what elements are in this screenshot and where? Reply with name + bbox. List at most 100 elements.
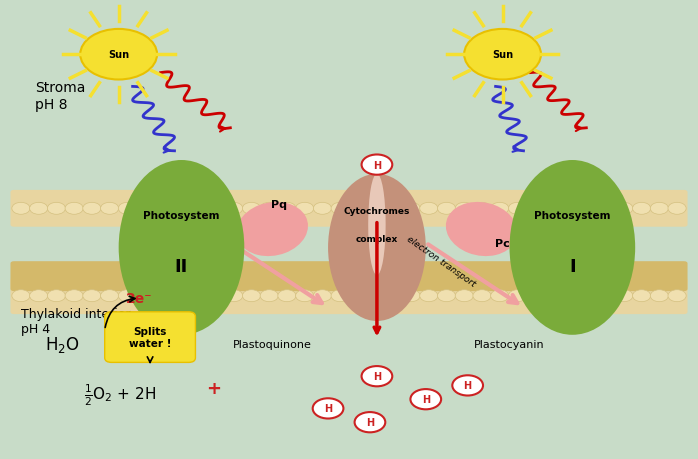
Circle shape [473,203,491,215]
Circle shape [189,203,207,215]
Circle shape [29,203,47,215]
Text: I: I [569,257,576,275]
Circle shape [438,290,456,302]
Circle shape [189,290,207,302]
Circle shape [313,398,343,419]
Circle shape [491,203,509,215]
Circle shape [508,203,526,215]
Circle shape [632,203,651,215]
Text: Photosystem: Photosystem [143,211,220,221]
Circle shape [65,203,83,215]
FancyBboxPatch shape [10,190,688,227]
Text: H: H [366,417,374,427]
Circle shape [225,203,243,215]
Circle shape [260,290,279,302]
Circle shape [419,203,438,215]
Circle shape [154,203,172,215]
Circle shape [362,366,392,386]
Circle shape [12,203,30,215]
Circle shape [242,203,260,215]
Circle shape [668,203,686,215]
Circle shape [118,290,136,302]
Circle shape [172,290,190,302]
Circle shape [136,290,154,302]
Circle shape [455,203,473,215]
Circle shape [544,203,562,215]
Circle shape [455,290,473,302]
Circle shape [526,290,544,302]
FancyArrowPatch shape [428,245,517,303]
Circle shape [349,290,367,302]
Circle shape [668,290,686,302]
Text: $\frac{1}{2}$O$_2$ + 2H: $\frac{1}{2}$O$_2$ + 2H [84,382,156,408]
Circle shape [29,290,47,302]
Circle shape [651,203,669,215]
Text: Thylakoid interior
pH 4: Thylakoid interior pH 4 [21,308,131,335]
Circle shape [260,203,279,215]
Text: H: H [324,403,332,414]
Text: Plastocyanin: Plastocyanin [474,339,545,349]
Circle shape [562,290,580,302]
Circle shape [597,203,615,215]
Ellipse shape [446,202,517,257]
Circle shape [47,290,66,302]
Text: Sun: Sun [108,50,129,60]
Circle shape [154,290,172,302]
Text: H: H [373,371,381,381]
Circle shape [331,290,349,302]
Text: H: H [373,160,381,170]
Circle shape [362,155,392,175]
Circle shape [136,203,154,215]
FancyBboxPatch shape [10,262,688,291]
Circle shape [83,203,101,215]
Circle shape [207,290,225,302]
FancyBboxPatch shape [10,278,688,314]
Circle shape [615,203,633,215]
Circle shape [464,30,541,80]
Circle shape [508,290,526,302]
Text: Cytochromes: Cytochromes [343,207,410,216]
Text: Sun: Sun [492,50,513,60]
Circle shape [313,203,332,215]
Ellipse shape [510,161,635,335]
Text: H: H [463,381,472,391]
Text: Plastoquinone: Plastoquinone [232,339,312,349]
Text: II: II [175,257,188,275]
Circle shape [579,203,597,215]
Circle shape [632,290,651,302]
Circle shape [410,389,441,409]
Text: Splits
water !: Splits water ! [129,327,171,348]
Ellipse shape [237,202,308,257]
Ellipse shape [119,161,244,335]
Circle shape [331,203,349,215]
Circle shape [402,203,420,215]
Circle shape [579,290,597,302]
Circle shape [101,290,119,302]
Circle shape [47,203,66,215]
Circle shape [544,290,562,302]
FancyBboxPatch shape [105,312,195,363]
Circle shape [651,290,669,302]
Circle shape [207,203,225,215]
Text: electron transport: electron transport [405,235,477,289]
Text: Photosystem: Photosystem [534,211,611,221]
Circle shape [615,290,633,302]
Circle shape [295,290,313,302]
Circle shape [385,203,403,215]
Circle shape [452,375,483,396]
Circle shape [402,290,420,302]
Text: Pc: Pc [495,238,510,248]
Circle shape [385,290,403,302]
Circle shape [366,290,385,302]
Circle shape [12,290,30,302]
Circle shape [597,290,615,302]
Text: H: H [422,394,430,404]
Circle shape [80,30,157,80]
Circle shape [295,203,313,215]
Circle shape [83,290,101,302]
Ellipse shape [368,174,385,275]
Circle shape [225,290,243,302]
Circle shape [438,203,456,215]
Circle shape [101,203,119,215]
Text: Stroma
pH 8: Stroma pH 8 [35,81,85,112]
